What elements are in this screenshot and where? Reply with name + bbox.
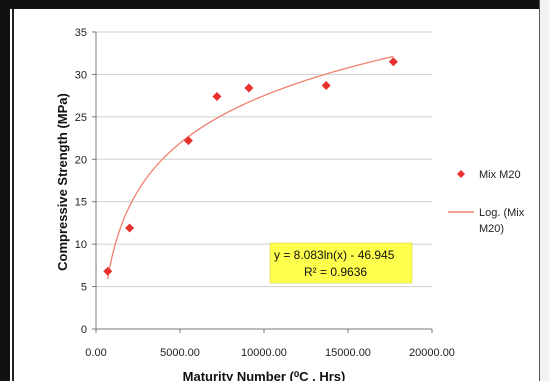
- x-tick-label: 10000.00: [241, 347, 287, 359]
- grid-lines: [96, 31, 432, 288]
- y-tick-label: 10: [75, 239, 87, 251]
- axes: [92, 31, 433, 333]
- top-frame-border: [10, 0, 549, 9]
- y-tick-label: 35: [75, 27, 87, 39]
- left-frame-border: [0, 0, 10, 381]
- y-tick-label: 20: [75, 154, 87, 166]
- legend: Mix M20 Log. (Mix M20): [448, 169, 525, 235]
- y-tick-label: 0: [81, 324, 87, 336]
- data-point: [321, 80, 331, 90]
- x-tick-label: 15000.00: [325, 347, 371, 359]
- right-frame-border: [539, 0, 549, 381]
- equation-annotation: y = 8.083ln(x) - 46.945 R² = 0.9636: [269, 242, 413, 284]
- y-tick-label: 5: [81, 282, 87, 294]
- x-tick-labels: 0.00 5000.00 10000.00 15000.00 20000.00: [85, 347, 455, 359]
- x-tick-label: 0.00: [85, 347, 106, 359]
- scatter-points: [103, 57, 398, 276]
- x-axis-title: Maturity Number (⁰C . Hrs): [183, 369, 346, 381]
- x-tick-label: 5000.00: [160, 347, 200, 359]
- data-point: [103, 266, 113, 276]
- y-tick-label: 25: [75, 112, 87, 124]
- y-tick-label: 30: [75, 69, 87, 81]
- equation-box: [269, 242, 413, 284]
- left-frame-rule: [12, 0, 14, 381]
- trendline-layer: [106, 55, 394, 280]
- data-point: [244, 83, 254, 93]
- trendline-log-mix-m20: [106, 55, 394, 280]
- r-squared-line: R² = 0.9636: [304, 265, 367, 279]
- data-point: [212, 91, 222, 101]
- equation-line: y = 8.083ln(x) - 46.945: [274, 248, 395, 262]
- data-point: [388, 57, 398, 67]
- y-tick-labels: 0 5 10 15 20 25 30 35: [75, 27, 87, 336]
- legend-marker-mix-m20: [457, 170, 465, 178]
- legend-label-log-mix-m20-line1: Log. (Mix: [479, 207, 525, 219]
- data-point: [125, 223, 135, 233]
- y-axis-title: Compressive Strength (MPa): [55, 93, 70, 271]
- x-tick-label: 20000.00: [409, 347, 455, 359]
- legend-label-log-mix-m20-line2: M20): [479, 223, 504, 235]
- data-point: [183, 136, 193, 146]
- legend-label-mix-m20: Mix M20: [479, 169, 521, 181]
- y-tick-label: 15: [75, 197, 87, 209]
